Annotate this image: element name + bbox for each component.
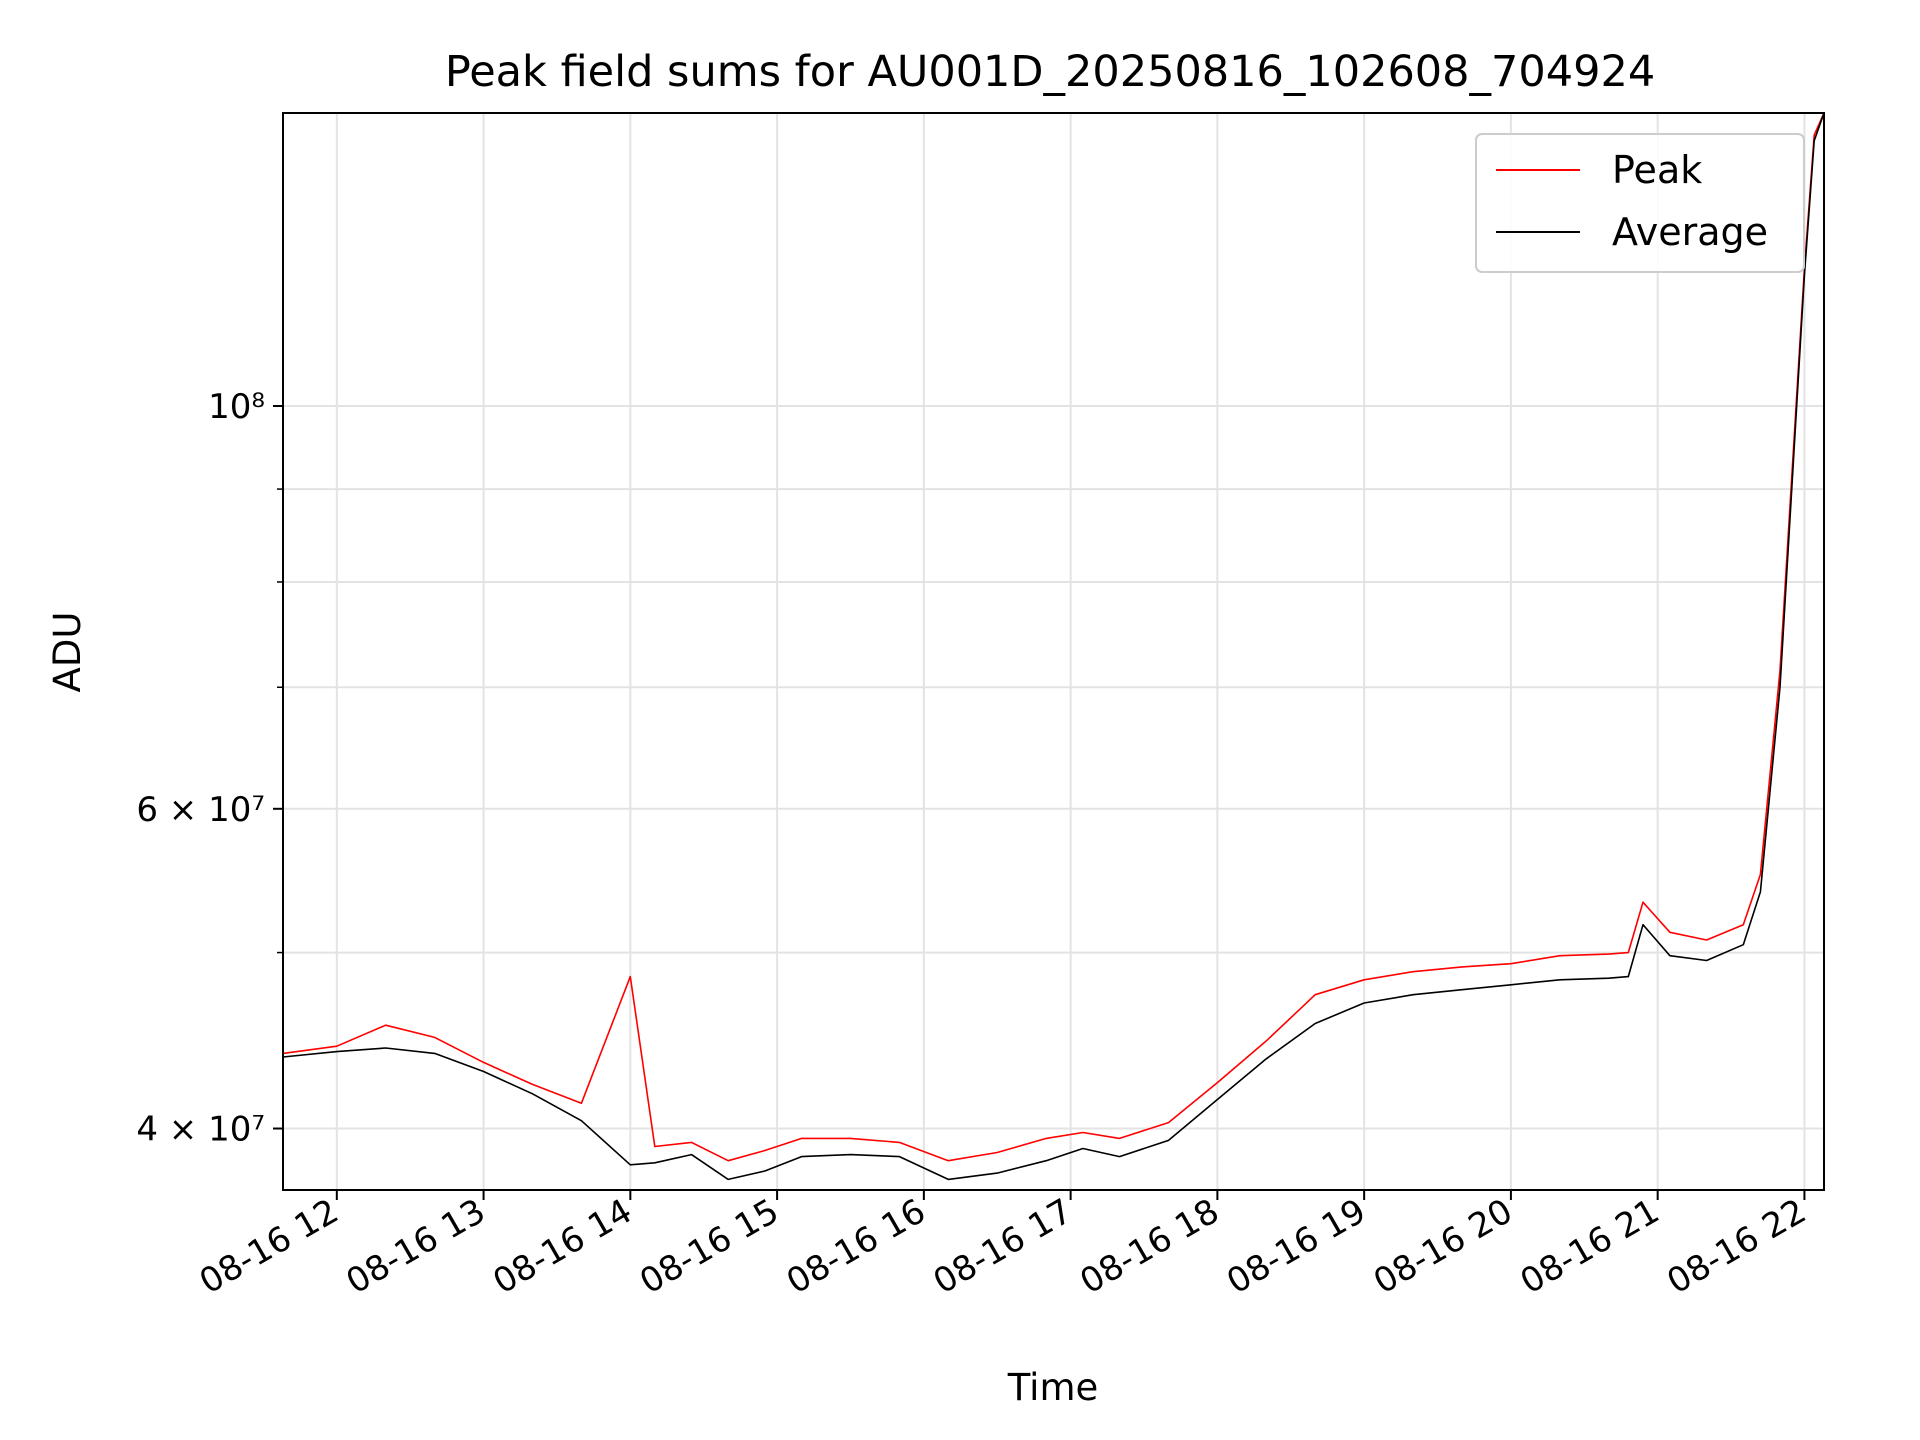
x-tick-label: 08-16 18 bbox=[1073, 1191, 1225, 1302]
x-tick-label: 08-16 22 bbox=[1661, 1191, 1813, 1302]
series-average-line bbox=[282, 112, 1825, 1181]
x-tick-label: 08-16 13 bbox=[340, 1191, 492, 1302]
y-tick-label: 6 × 10⁷ bbox=[136, 790, 265, 830]
y-axis: 4 × 10⁷ 6 × 10⁷ 10⁸ bbox=[136, 387, 283, 1150]
legend: Peak Average bbox=[1475, 133, 1805, 273]
x-tick-label: 08-16 17 bbox=[927, 1191, 1079, 1302]
series-layer bbox=[282, 112, 1825, 1181]
x-tick-label: 08-16 20 bbox=[1367, 1191, 1519, 1302]
y-axis-label: ADU bbox=[46, 612, 89, 693]
x-tick-label: 08-16 16 bbox=[780, 1191, 932, 1302]
grid-lines bbox=[283, 113, 1824, 1190]
x-tick-label: 08-16 19 bbox=[1220, 1191, 1372, 1302]
plot-frame bbox=[282, 112, 1825, 1191]
x-axis-label: Time bbox=[1007, 1366, 1099, 1409]
chart-title: Peak field sums for AU001D_20250816_1026… bbox=[445, 47, 1655, 97]
legend-peak-label: Peak bbox=[1612, 148, 1702, 192]
legend-average-label: Average bbox=[1612, 210, 1768, 254]
x-tick-label: 08-16 12 bbox=[193, 1191, 345, 1302]
series-peak-line bbox=[282, 112, 1825, 1162]
y-tick-label: 4 × 10⁷ bbox=[136, 1110, 265, 1150]
legend-box bbox=[1475, 133, 1805, 273]
x-tick-label: 08-16 21 bbox=[1514, 1191, 1666, 1302]
x-tick-label: 08-16 15 bbox=[633, 1191, 785, 1302]
y-tick-label: 10⁸ bbox=[208, 387, 265, 427]
x-tick-label: 08-16 14 bbox=[486, 1191, 638, 1302]
